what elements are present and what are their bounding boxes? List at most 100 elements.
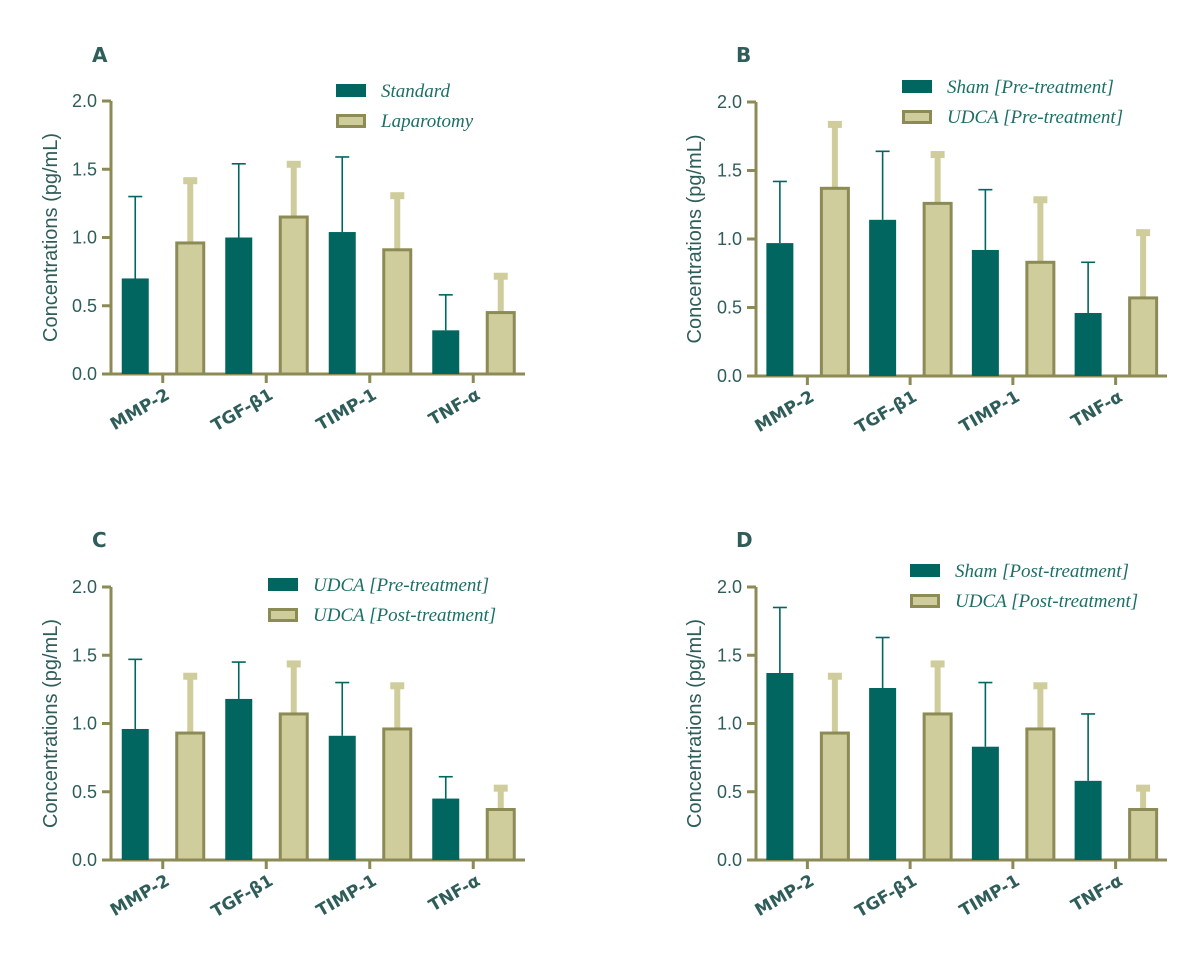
error-bar-cap [827, 120, 842, 128]
y-tick-label: 0.0 [717, 366, 742, 386]
y-tick-label: 1.5 [717, 645, 742, 665]
bar-series-1 [432, 330, 460, 374]
bar-series-1 [766, 243, 794, 376]
legend: Standard Laparotomy [336, 81, 474, 132]
y-tick-label: 1.5 [72, 159, 97, 179]
error-bar-cap [493, 272, 508, 280]
bar-series-2 [1025, 727, 1056, 862]
panel-letter: B [736, 43, 751, 67]
error-bar-cap [390, 192, 405, 200]
x-tick-label: TGF-β1 [852, 387, 921, 438]
legend-swatch-series-1 [910, 564, 940, 577]
y-tick-label: 2.0 [717, 92, 742, 112]
y-tick-label: 1.0 [717, 714, 742, 734]
legend-label: UDCA [Post-treatment] [955, 591, 1138, 612]
x-tick-label: TGF-β1 [208, 385, 277, 436]
x-tick-label: MMP-2 [107, 871, 173, 921]
x-tick-label: MMP-2 [752, 387, 818, 437]
x-tick-label: TNF-α [426, 871, 484, 916]
x-tick-label: TGF-β1 [852, 871, 921, 922]
error-bar-cap [286, 660, 301, 668]
bar-series-2 [175, 241, 206, 376]
legend-label: Sham [Pre-treatment] [947, 77, 1114, 98]
x-tick-label: TGF-β1 [208, 871, 277, 922]
legend-label: Laparotomy [380, 111, 474, 132]
bar-series-1 [328, 735, 356, 860]
bar-series-1 [225, 237, 253, 374]
error-bar-cap [930, 660, 945, 668]
error-bar-cap [1033, 196, 1048, 204]
y-axis-label: Concentrations (pg/mL) [684, 619, 706, 828]
x-tick-label: TNF-α [1068, 871, 1126, 916]
panel-letter: A [92, 43, 108, 67]
legend-swatch-series-1 [902, 80, 932, 93]
legend-swatch-series-2 [336, 114, 366, 128]
y-tick-label: 0.5 [72, 782, 97, 802]
y-tick-label: 2.0 [72, 91, 97, 111]
bar-series-2 [278, 215, 309, 376]
bar-series-1 [225, 698, 253, 860]
bar-series-1 [869, 219, 897, 376]
error-bar-cap [930, 151, 945, 159]
panel-letter: D [736, 528, 753, 552]
error-bar-cap [827, 672, 842, 680]
bar-series-2 [1025, 260, 1056, 378]
y-tick-label: 2.0 [72, 577, 97, 597]
bar-series-1 [328, 232, 356, 374]
y-axis-label: Concentrations (pg/mL) [40, 133, 62, 342]
bar-series-1 [1074, 312, 1102, 376]
x-tick-label: TIMP-1 [956, 871, 1023, 921]
legend-label: UDCA [Post-treatment] [313, 605, 496, 626]
error-bar-cap [286, 160, 301, 168]
y-axis-label: Concentrations (pg/mL) [40, 619, 62, 828]
y-tick-label: 0.0 [72, 850, 97, 870]
legend-swatch-series-2 [902, 110, 932, 124]
error-bar-cap [1136, 784, 1151, 792]
legend-label: UDCA [Pre-treatment] [313, 575, 489, 596]
legend-swatch-series-1 [336, 84, 366, 97]
y-tick-label: 0.5 [72, 296, 97, 316]
y-tick-label: 1.5 [717, 161, 742, 181]
bar-series-2 [485, 807, 516, 862]
x-tick-label: TIMP-1 [313, 385, 380, 435]
legend-swatch-series-2 [268, 608, 298, 622]
bar-series-2 [278, 712, 309, 862]
chart-panel-d: D Concentrations (pg/mL) 0.0 0.5 1.0 1.5 2.0 MM… [684, 528, 1167, 922]
bar-series-2 [922, 712, 953, 862]
bar-series-1 [1074, 780, 1102, 860]
bar-series-1 [121, 728, 149, 860]
bar-series-2 [1128, 296, 1159, 378]
bar-series-2 [922, 201, 953, 378]
bar-series-2 [819, 186, 850, 378]
error-bar-cap [1033, 682, 1048, 690]
bar-series-1 [432, 798, 460, 860]
chart-panel-b: B Concentrations (pg/mL) 0.0 0.5 1.0 1.5 2.0 MM… [684, 43, 1167, 438]
bar-series-1 [766, 672, 794, 860]
x-tick-label: TNF-α [426, 385, 484, 430]
y-tick-label: 1.0 [72, 228, 97, 248]
legend: UDCA [Pre-treatment] UDCA [Post-treatment… [268, 575, 496, 626]
bar-series-2 [819, 731, 850, 862]
legend-swatch-series-2 [910, 594, 940, 608]
y-tick-label: 2.0 [717, 577, 742, 597]
y-tick-label: 0.0 [717, 850, 742, 870]
panel-letter: C [92, 528, 107, 552]
legend-label: Sham [Post-treatment] [955, 561, 1129, 582]
bar-series-2 [382, 248, 413, 376]
y-tick-label: 0.0 [72, 364, 97, 384]
error-bar-cap [493, 784, 508, 792]
chart-panel-c: C Concentrations (pg/mL) 0.0 0.5 1.0 1.5 2.0 MM… [40, 528, 525, 922]
bar-series-2 [382, 727, 413, 862]
error-bar-cap [183, 672, 198, 680]
error-bar-cap [390, 682, 405, 690]
bar-series-1 [869, 688, 897, 860]
y-tick-label: 1.0 [72, 714, 97, 734]
bar-series-1 [971, 746, 999, 860]
y-tick-label: 1.0 [717, 229, 742, 249]
x-tick-label: MMP-2 [107, 385, 173, 435]
legend: Sham [Post-treatment] UDCA [Post-treatmen… [910, 561, 1138, 612]
y-tick-label: 0.5 [717, 298, 742, 318]
bar-series-1 [121, 278, 149, 374]
bar-series-2 [175, 731, 206, 862]
